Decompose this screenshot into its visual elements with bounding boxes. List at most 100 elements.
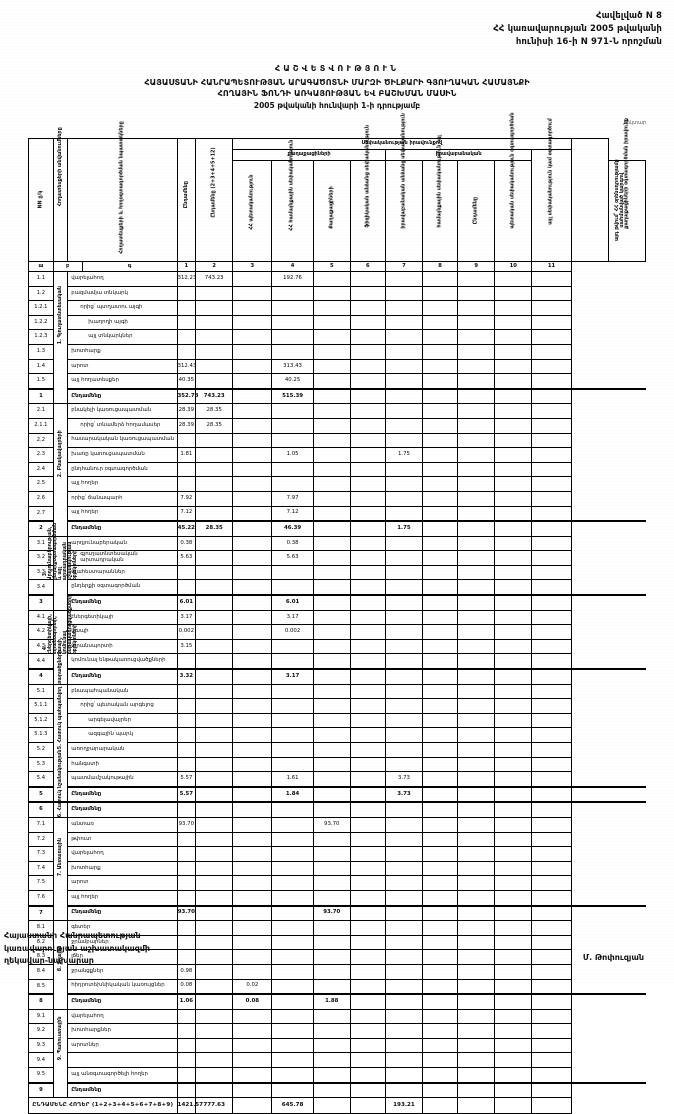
row-index: 7.6 [28,889,54,907]
table-cell: 1.88 [312,993,351,1010]
table-cell [422,403,459,419]
row-label: խոտհարքներ [67,1023,178,1039]
table-cell [384,432,424,449]
row-label: արգելավայրեր [67,712,178,729]
table-cell [422,373,459,390]
table-cell [349,579,386,596]
table-cell: 0.38 [176,535,197,552]
table-cell [312,1067,351,1084]
table-cell [312,889,351,907]
table-cell [312,550,351,566]
table-cell [195,683,234,700]
table-cell [195,668,234,685]
colnum-10: 8 [422,261,459,272]
table-cell [494,490,533,507]
table-row: 7.2 թփուտ [28,831,646,848]
table-cell [232,831,273,848]
table-cell [349,314,386,331]
table-cell: 1.75 [384,520,424,537]
table-cell [422,875,459,891]
table-cell [384,461,424,478]
table-cell [232,550,273,566]
table-cell [384,742,424,758]
row-label: ընդհանուր օգտագործման [67,461,178,478]
row-label: արոտներ [67,1037,178,1054]
table-cell [384,624,424,640]
table-cell [494,712,533,729]
table-cell [457,550,496,566]
table-cell [271,742,314,758]
table-cell [195,756,234,773]
table-cell [195,432,234,449]
table-cell [457,1008,496,1025]
table-row: 1.4 արոտ 312.43 313.43 [28,358,646,375]
total-cell: 645.78 [271,1097,314,1114]
table-cell [176,653,197,670]
row-label: Ընդամենը [67,905,178,922]
table-cell [312,343,351,360]
table-cell [384,564,424,581]
table-row: 3.2 գյուղատնտեսական արտադրական 5.63 5.63 [28,550,646,566]
table-cell: 6.01 [271,594,314,611]
table-cell [494,403,533,419]
row-label: բնապահպանական [67,683,178,700]
table-row: 5 Ընդամենը 5.57 1.84 3.73 [28,786,646,803]
table-cell: 1.75 [384,447,424,463]
table-cell [531,638,572,655]
table-cell [232,1082,273,1099]
table-cell [312,476,351,492]
table-cell [422,535,459,552]
table-cell [349,490,386,507]
table-cell: 40.35 [176,373,197,390]
table-cell [195,653,234,670]
table-cell [531,609,572,626]
table-row: 8.5 հիդրոտեխնիկական կառույցներ 0.08 0.02 [28,978,646,995]
table-cell [384,594,424,611]
table-cell [232,756,273,773]
table-cell [531,1008,572,1025]
table-cell [494,653,533,670]
table-cell [349,300,386,316]
table-cell [531,388,572,405]
total-cell [494,1097,533,1114]
total-cell [422,1097,459,1114]
row-label: այլ հողեր [67,505,178,522]
table-cell [232,668,273,685]
colnum-13: 11 [531,261,572,272]
table-cell [384,476,424,492]
table-cell [349,786,386,803]
table-cell [494,624,533,640]
table-cell [349,520,386,537]
table-cell [349,535,386,552]
table-cell [384,490,424,507]
table-cell [422,712,459,729]
table-cell [232,786,273,803]
row-index: 4.4 [28,653,54,670]
table-cell [312,447,351,463]
row-label: այլ հողեր [67,476,178,492]
table-cell [422,343,459,360]
table-cell [176,1082,197,1099]
table-cell: 7.12 [271,505,314,522]
table-cell [494,727,533,743]
table-cell [349,683,386,700]
table-cell [422,1082,459,1099]
table-cell: 5.57 [176,771,197,788]
table-cell [494,978,533,995]
table-cell: 28.35 [195,417,234,434]
table-cell [176,756,197,773]
table-cell [531,727,572,743]
table-cell [457,403,496,419]
table-cell [312,505,351,522]
table-cell: 93.70 [176,816,197,833]
table-cell [176,1023,197,1039]
table-cell [384,889,424,907]
table-cell [457,285,496,302]
table-cell [384,846,424,862]
table-cell [232,476,273,492]
table-cell [349,343,386,360]
row-label: կոմունալ ենթակառուցվածքների [67,653,178,670]
table-cell [312,742,351,758]
row-index: 1.5 [28,373,54,390]
table-cell [494,1052,533,1069]
